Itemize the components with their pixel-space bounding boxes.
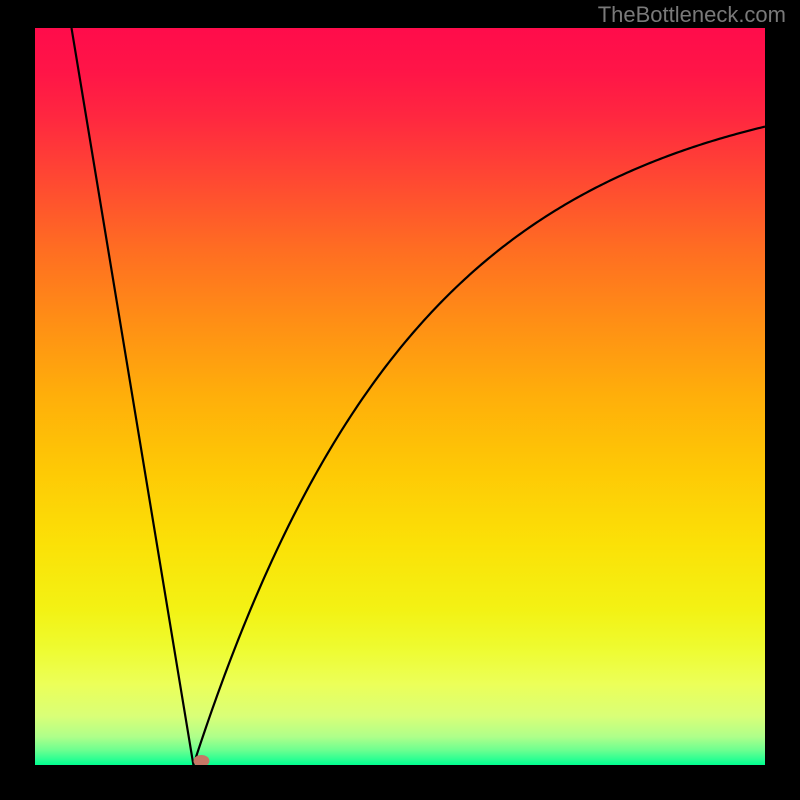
chart-container: TheBottleneck.com xyxy=(0,0,800,800)
watermark-text: TheBottleneck.com xyxy=(598,2,786,28)
plot-background xyxy=(35,28,765,765)
optimal-point-marker xyxy=(194,755,209,766)
bottleneck-chart xyxy=(0,0,800,800)
